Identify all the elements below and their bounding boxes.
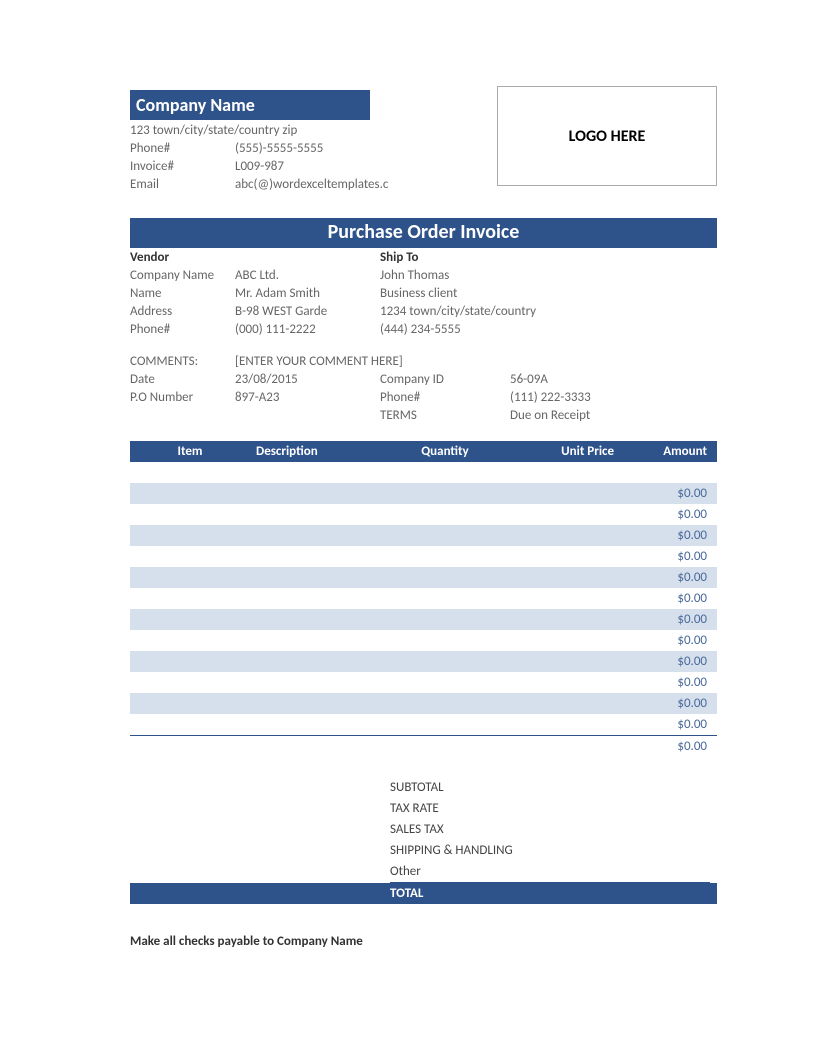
- company-id-label: Company ID: [380, 372, 510, 387]
- row-amount: $0.00: [620, 717, 717, 732]
- row-amount: $0.00: [620, 507, 717, 522]
- row-amount: $0.00: [620, 486, 717, 501]
- comments-label: COMMENTS:: [130, 354, 235, 369]
- shipping-label: SHIPPING & HANDLING: [390, 843, 590, 858]
- table-row: $0.00: [130, 672, 717, 693]
- logo-text: LOGO HERE: [569, 127, 646, 146]
- table-row: $0.00: [130, 483, 717, 504]
- email-label: Email: [130, 177, 235, 192]
- po-value: 897-A23: [235, 390, 380, 405]
- th-unit-price: Unit Price: [500, 441, 620, 462]
- footer-note: Make all checks payable to Company Name: [130, 934, 717, 949]
- phone-label: Phone#: [130, 141, 235, 156]
- th-item: Item: [130, 441, 250, 462]
- row-amount: $0.00: [620, 696, 717, 711]
- row-amount: $0.00: [620, 591, 717, 606]
- table-row: $0.00: [130, 693, 717, 714]
- logo-placeholder: LOGO HERE: [497, 86, 717, 186]
- shipto-heading: Ship To: [380, 250, 717, 265]
- company-name: Company Name: [130, 90, 370, 120]
- table-row: $0.00: [130, 651, 717, 672]
- subtotal-label: SUBTOTAL: [390, 780, 590, 795]
- header: Company Name 123 town/city/state/country…: [130, 90, 717, 192]
- shipto-address: 1234 town/city/state/country: [380, 304, 510, 319]
- row-amount: $0.00: [620, 528, 717, 543]
- table-row: [130, 462, 717, 483]
- other-label: Other: [390, 864, 590, 879]
- th-description: Description: [250, 441, 390, 462]
- shipto-name: John Thomas: [380, 268, 510, 283]
- total-label: TOTAL: [390, 886, 590, 901]
- table-final-row: $0.00: [130, 736, 717, 757]
- table-body: $0.00 $0.00 $0.00 $0.00 $0.00 $0.00 $0.00 $0.00…: [130, 462, 717, 735]
- phone-value: (555)-5555-5555: [235, 141, 323, 156]
- table-row: $0.00: [130, 714, 717, 735]
- items-table: Item Description Quantity Unit Price Amo…: [130, 441, 717, 757]
- po-label: P.O Number: [130, 390, 235, 405]
- vendor-phone-label: Phone#: [130, 322, 235, 337]
- table-row: $0.00: [130, 525, 717, 546]
- vendor-name: Mr. Adam Smith: [235, 286, 380, 301]
- row-amount: $0.00: [620, 675, 717, 690]
- th-quantity: Quantity: [390, 441, 500, 462]
- terms-label: TERMS: [380, 408, 510, 423]
- table-row: $0.00: [130, 546, 717, 567]
- table-row: $0.00: [130, 588, 717, 609]
- shipto-type: Business client: [380, 286, 510, 301]
- company-block: Company Name 123 town/city/state/country…: [130, 90, 477, 192]
- sales-tax-label: SALES TAX: [390, 822, 590, 837]
- invoice-label: Invoice#: [130, 159, 235, 174]
- document-title: Purchase Order Invoice: [130, 218, 717, 248]
- row-amount: $0.00: [620, 612, 717, 627]
- table-row: $0.00: [130, 504, 717, 525]
- table-header: Item Description Quantity Unit Price Amo…: [130, 441, 717, 462]
- row-amount: $0.00: [620, 633, 717, 648]
- invoice-value: L009-987: [235, 159, 284, 174]
- company-id-value: 56-09A: [510, 372, 548, 387]
- table-row: $0.00: [130, 567, 717, 588]
- tax-rate-label: TAX RATE: [390, 801, 590, 816]
- th-amount: Amount: [620, 441, 717, 462]
- date-value: 23/08/2015: [235, 372, 380, 387]
- final-amount: $0.00: [620, 739, 717, 754]
- email-value: abc(@)wordexceltemplates.c: [235, 177, 388, 192]
- totals: SUBTOTAL TAX RATE SALES TAX SHIPPING & H…: [130, 777, 717, 904]
- vendor-shipto: Vendor Ship To: [130, 250, 717, 265]
- shipto-phone: (444) 234-5555: [380, 322, 510, 337]
- company-address: 123 town/city/state/country zip: [130, 123, 297, 138]
- comments-value: [ENTER YOUR COMMENT HERE]: [235, 354, 403, 369]
- vendor-company: ABC Ltd.: [235, 268, 380, 283]
- terms-value: Due on Receipt: [510, 408, 590, 423]
- vendor-phone: (000) 111-2222: [235, 322, 380, 337]
- row-amount: $0.00: [620, 570, 717, 585]
- row-amount: $0.00: [620, 549, 717, 564]
- row-amount: $0.00: [620, 654, 717, 669]
- date-label: Date: [130, 372, 235, 387]
- meta-phone-label: Phone#: [380, 390, 510, 405]
- vendor-name-label: Name: [130, 286, 235, 301]
- vendor-company-label: Company Name: [130, 268, 235, 283]
- table-row: $0.00: [130, 630, 717, 651]
- vendor-address-label: Address: [130, 304, 235, 319]
- vendor-address: B-98 WEST Garde: [235, 304, 380, 319]
- total-row: TOTAL: [130, 883, 717, 904]
- table-row: $0.00: [130, 609, 717, 630]
- vendor-heading: Vendor: [130, 250, 380, 265]
- meta-phone-value: (111) 222-3333: [510, 390, 591, 405]
